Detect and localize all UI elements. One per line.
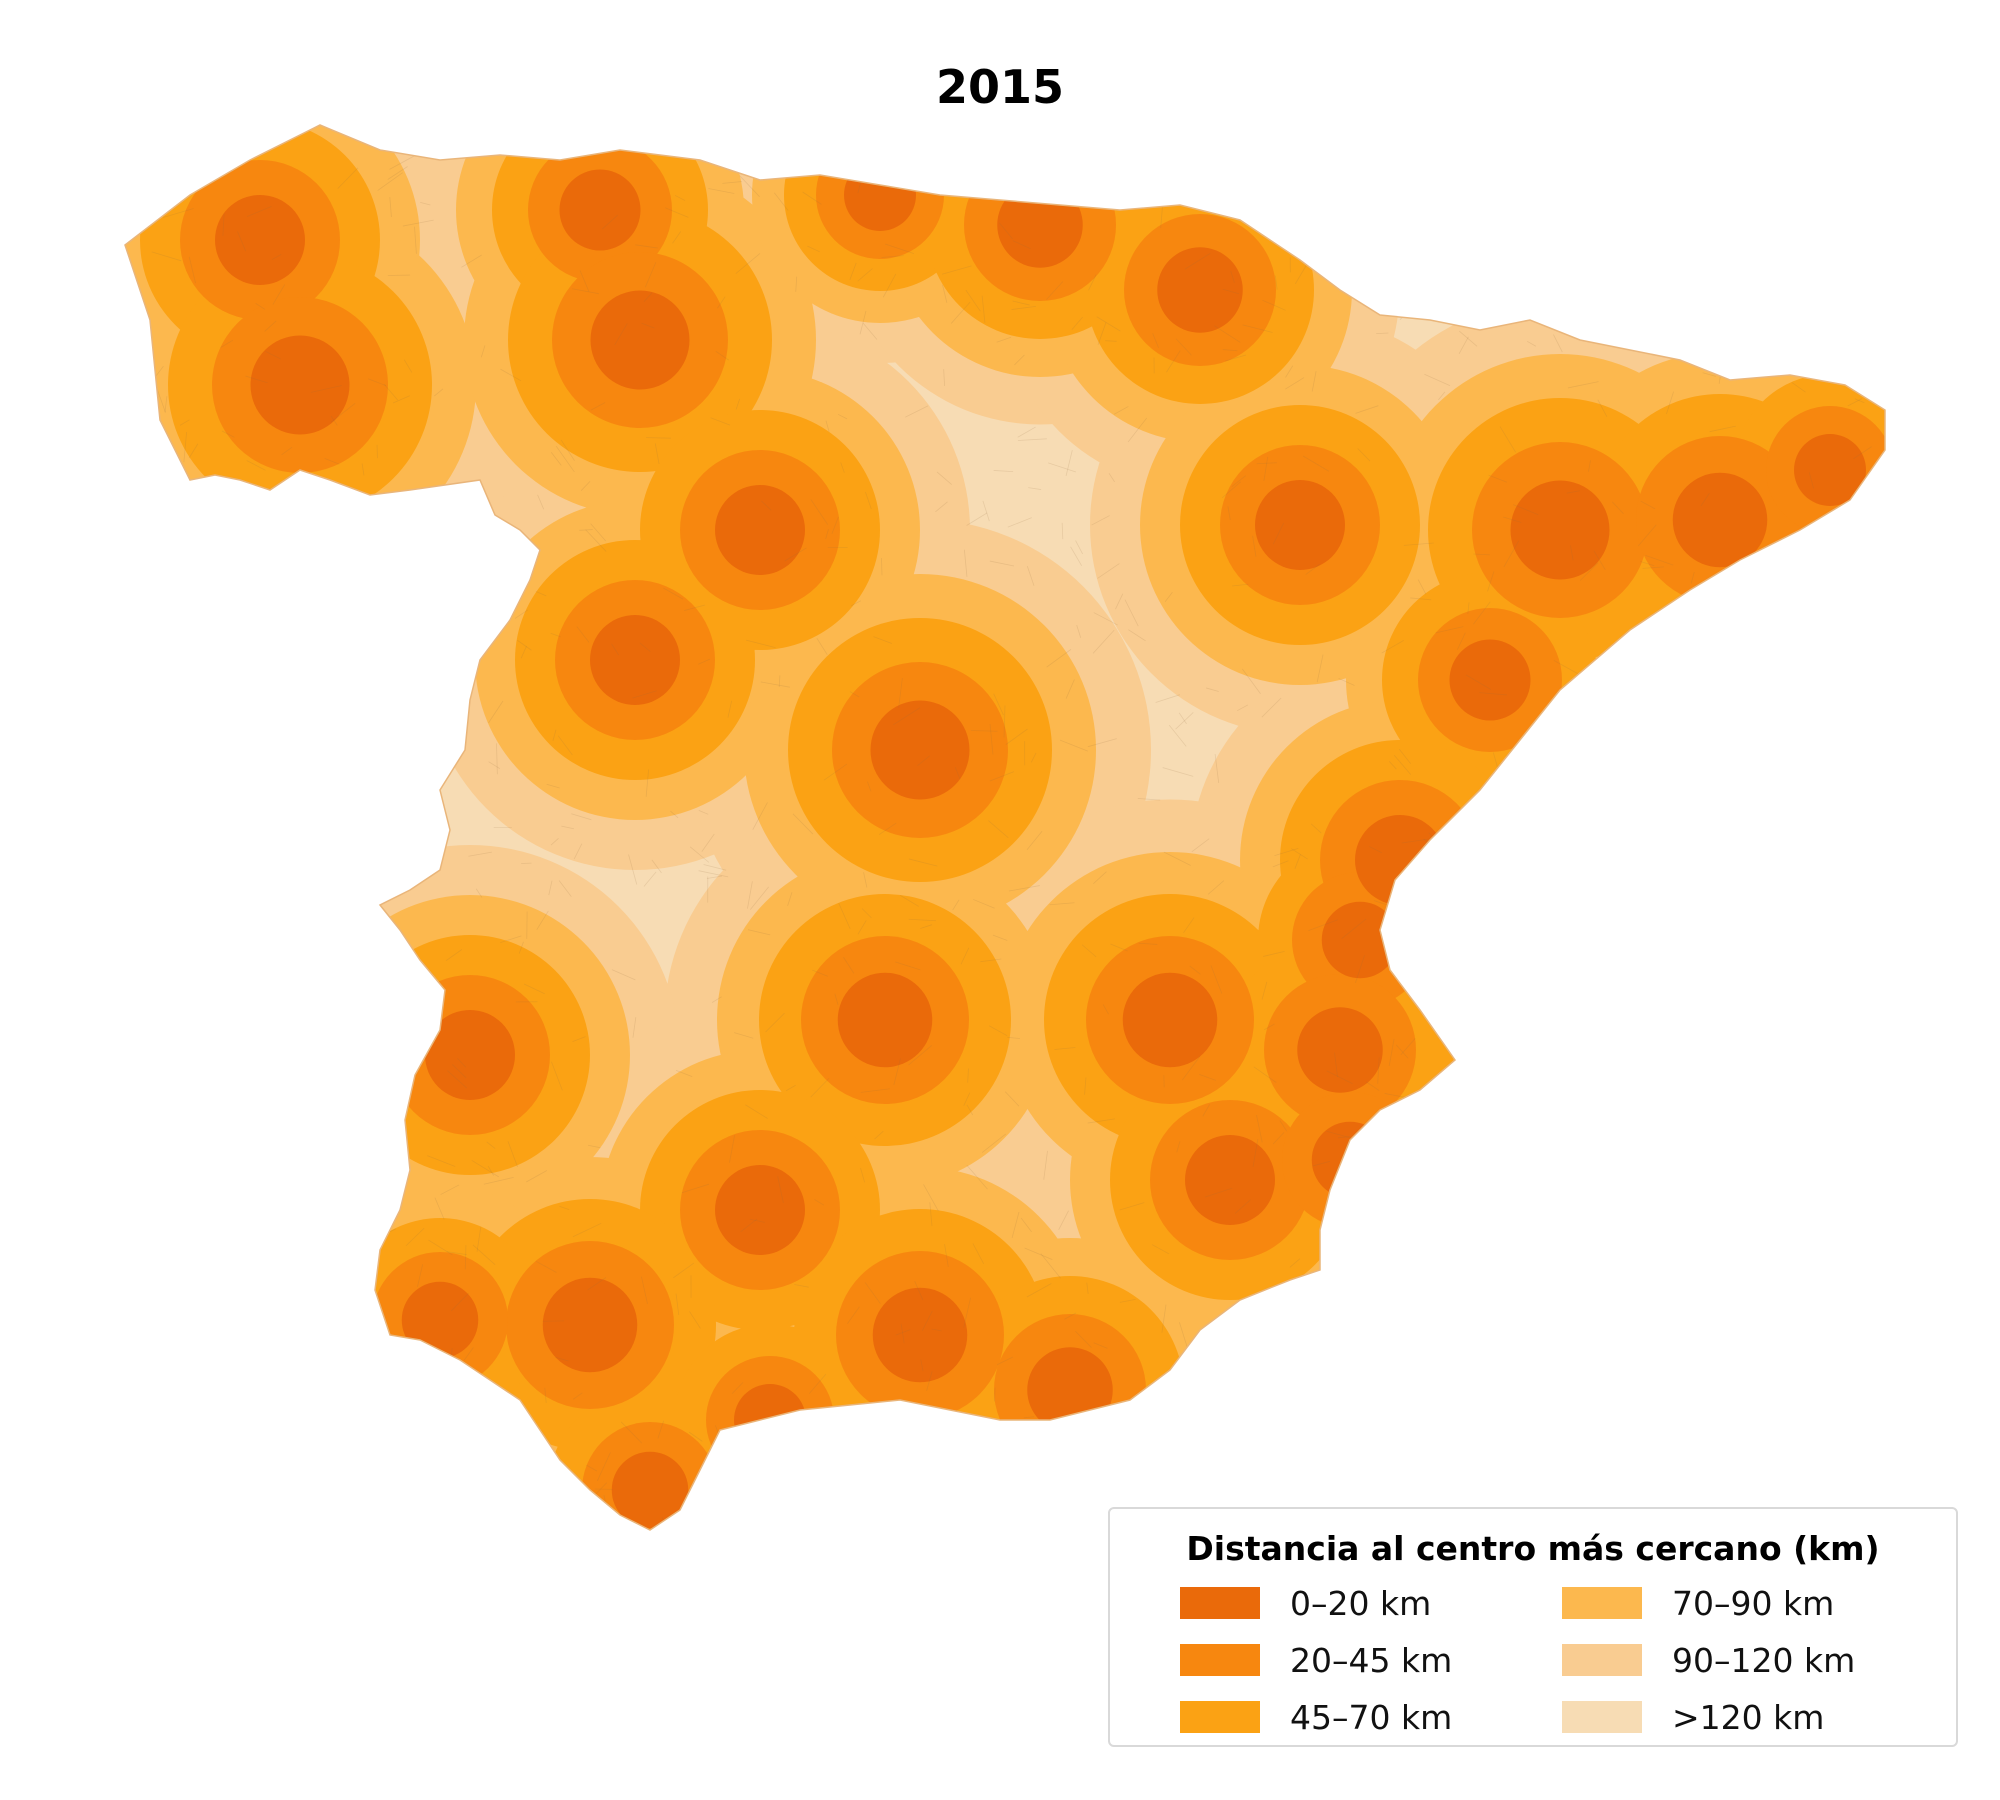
legend-title: Distancia al centro más cercano (km) [1186,1529,1880,1568]
legend-swatch [1562,1701,1642,1733]
distance-zone [734,1384,806,1456]
distance-zone [401,1281,479,1359]
distance-zone [1122,972,1218,1068]
distance-zone [674,1324,866,1516]
legend-label: 90–120 km [1672,1641,1856,1680]
distance-zone [872,1287,968,1383]
distance-zone [611,1451,689,1529]
distance-zone [590,290,690,390]
distance-zone [706,1356,834,1484]
distance-zone [559,169,641,251]
legend-swatch [1180,1587,1260,1619]
distance-zone [542,1277,638,1373]
distance-zone [1355,815,1445,905]
distance-zone [1282,1092,1418,1228]
distance-zone [1794,434,1866,506]
legend-label: >120 km [1672,1698,1825,1737]
distance-zone [1255,480,1345,570]
distance-zone [1297,1007,1383,1093]
legend-swatch [1562,1587,1642,1619]
distance-zone [1157,247,1243,333]
legend-label: 45–70 km [1290,1698,1453,1737]
distance-zone [715,485,805,575]
distance-zone [1510,480,1610,580]
distance-zone [1311,1121,1389,1199]
distance-zone [425,1010,515,1100]
distance-zone [997,182,1083,268]
distance-zone [715,1165,805,1255]
legend-swatch [1180,1701,1260,1733]
distance-zone [870,700,970,800]
distance-zone [837,972,933,1068]
legend-swatch [1180,1644,1260,1676]
legend-label: 0–20 km [1290,1584,1432,1623]
distance-zone [1321,901,1399,979]
distance-zone [1185,1135,1275,1225]
distance-zone [590,615,680,705]
legend-label: 20–45 km [1290,1641,1453,1680]
distance-zone [1672,472,1768,568]
legend-label: 70–90 km [1672,1584,1835,1623]
map-title: 2015 [935,60,1065,114]
map-legend: Distancia al centro más cercano (km) 0–2… [1108,1507,1958,1747]
legend-swatch [1562,1644,1642,1676]
distance-zone [844,159,916,231]
distance-zone [250,335,350,435]
distance-zone [1449,639,1531,721]
distance-zone [215,195,305,285]
